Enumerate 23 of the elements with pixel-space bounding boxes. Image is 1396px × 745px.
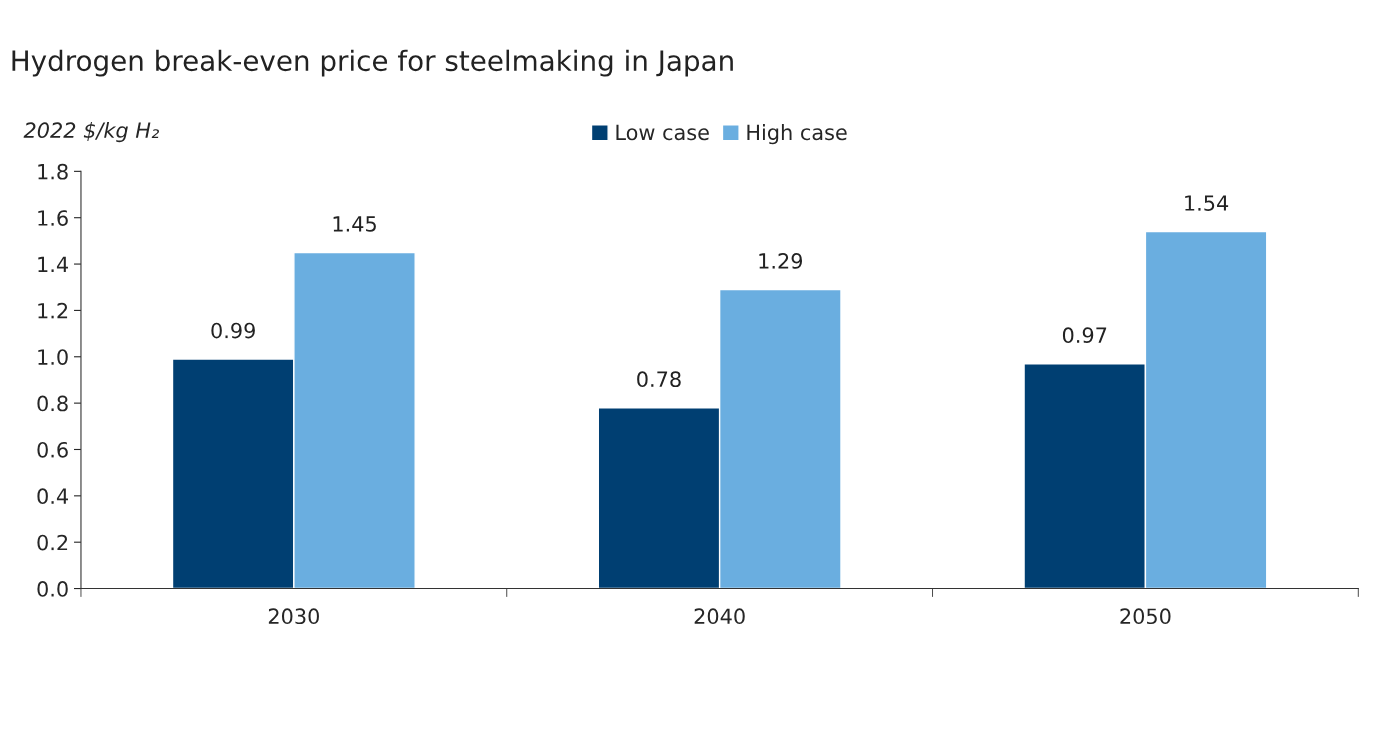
y-tick-label: 1.6 [38,210,68,226]
x-tick-label: 2030 [268,608,319,625]
y-tick-label: 0.4 [37,488,68,505]
y-tick-label: 0.2 [37,534,68,551]
y-tick-label: 1.0 [38,349,68,365]
y-tick-label: 1.8 [38,163,68,180]
x-tick-label: 2040 [694,608,745,625]
y-tick-label: 0.8 [37,395,68,412]
y-tick-label: 1.4 [38,256,68,272]
x-tick-label: 2050 [1120,608,1171,625]
data-label: 1.54 [1185,195,1229,211]
data-label: 0.78 [637,371,681,388]
y-tick-label: 0.6 [37,441,68,458]
y-axis-title: 2022 $/kg H₂ [23,121,159,143]
data-label: 0.97 [1062,327,1107,344]
legend-label: High case [747,124,847,145]
data-label: 0.99 [211,322,255,339]
legend-label: Low case [616,124,709,141]
y-tick-label: 1.2 [38,302,68,319]
y-tick-label: 0.0 [37,581,68,597]
chart-title: Hydrogen break-even price for steelmaking in Japan [12,49,733,77]
data-label: 1.29 [759,253,803,269]
data-label: 1.45 [333,216,376,232]
